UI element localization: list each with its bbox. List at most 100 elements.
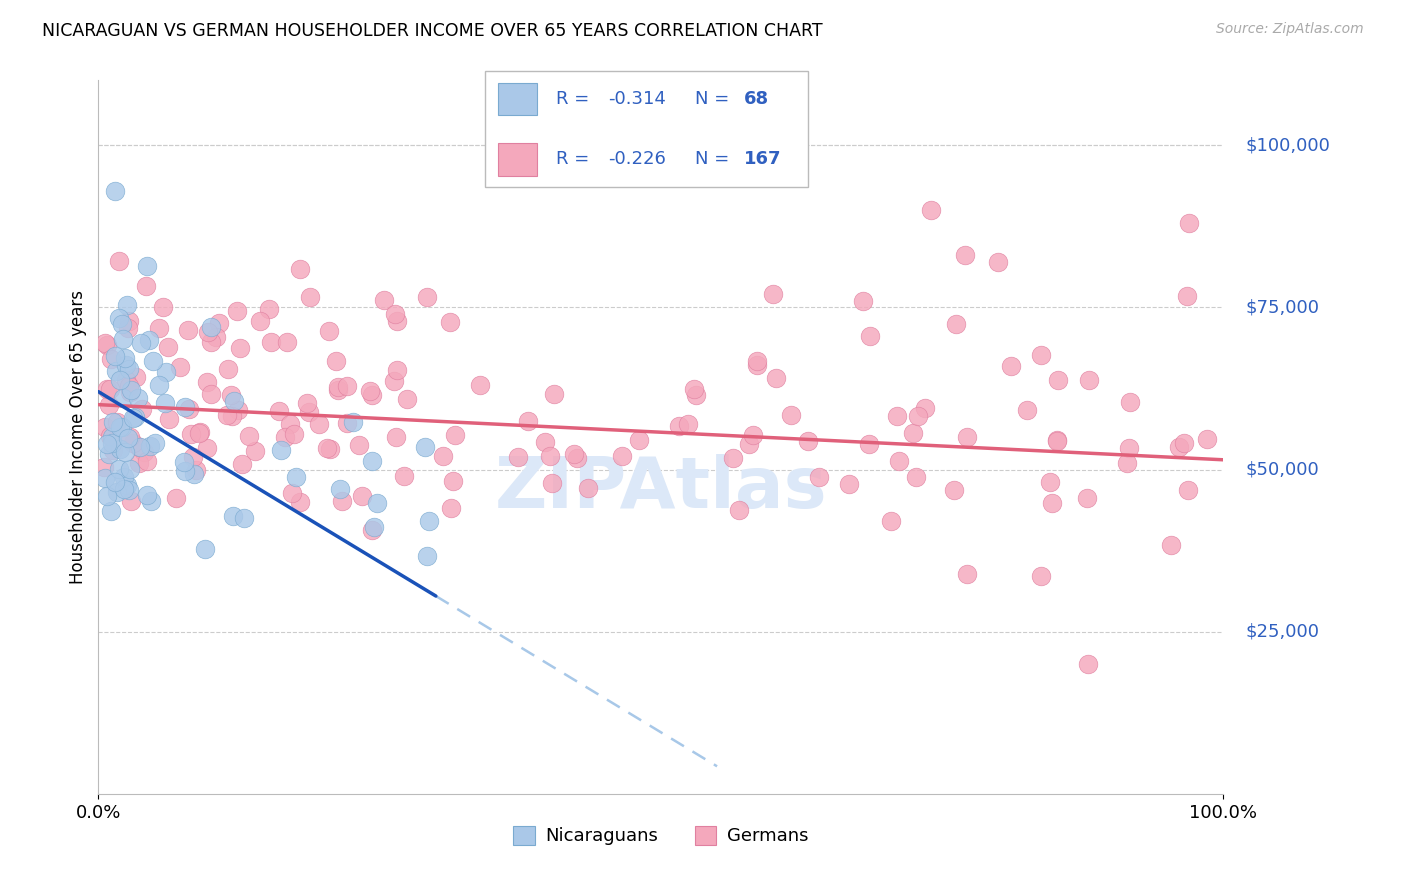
Point [226,303,249,318]
Point [283,427,305,442]
Point [284,469,307,483]
Point [1029,569,1052,583]
Point [373,293,395,307]
Point [148,378,170,392]
Point [747,353,769,368]
Point [274,430,297,444]
Point [780,409,803,423]
Text: $75,000: $75,000 [1246,298,1320,317]
Point [1160,538,1182,552]
Point [177,402,200,417]
Point [101,436,124,450]
Point [222,509,245,524]
Point [108,253,131,268]
Point [517,414,540,428]
Point [668,419,690,434]
Point [1168,440,1191,454]
Point [1076,491,1098,506]
Point [157,340,180,354]
Point [114,445,136,459]
Point [297,396,319,410]
Point [396,392,419,406]
Point [98,398,121,412]
Point [183,450,205,465]
Text: $100,000: $100,000 [1246,136,1330,154]
Point [1047,373,1070,387]
Point [205,330,228,344]
Point [108,442,131,456]
Point [742,428,765,442]
Point [96,437,118,451]
Text: N =: N = [695,151,730,169]
Point [217,362,239,376]
Point [886,409,908,423]
Point [838,476,860,491]
Point [118,314,141,328]
Point [125,369,148,384]
Point [174,464,197,478]
Point [627,433,650,447]
Point [200,319,222,334]
Point [416,549,439,563]
Point [118,362,141,376]
Text: $50,000: $50,000 [1246,460,1319,478]
Point [94,336,117,351]
Text: R =: R = [557,90,589,108]
Point [1039,475,1062,489]
Point [122,436,145,450]
Point [100,503,122,517]
Point [132,445,155,459]
Point [174,400,197,414]
Point [173,455,195,469]
Point [94,420,117,434]
Point [180,427,202,442]
Point [165,491,187,506]
Point [100,382,122,396]
Point [138,439,160,453]
Point [444,428,467,442]
Point [352,490,374,504]
Point [243,444,266,458]
Point [200,386,222,401]
Point [385,314,408,328]
Point [987,255,1010,269]
Point [1119,395,1142,409]
Point [115,358,138,372]
Point [889,454,911,468]
Y-axis label: Householder Income Over 65 years: Householder Income Over 65 years [69,290,87,584]
Point [136,454,159,468]
Point [1177,483,1199,498]
Point [1029,348,1052,362]
Point [115,373,138,387]
Point [682,382,704,396]
Point [276,334,298,349]
Point [155,396,177,410]
Point [117,298,139,312]
Point [1046,434,1069,449]
Point [208,317,231,331]
Point [360,454,382,468]
Point [538,449,561,463]
Point [155,365,177,379]
Point [249,314,271,328]
Point [131,335,153,350]
Point [907,409,929,424]
Point [298,404,321,418]
Point [326,380,349,394]
Point [903,425,925,440]
Text: Source: ZipAtlas.com: Source: ZipAtlas.com [1216,22,1364,37]
Point [1046,433,1069,447]
Point [118,384,141,399]
Point [229,341,252,355]
Point [418,514,440,528]
Point [394,469,416,483]
Point [1178,216,1201,230]
Point [101,430,124,444]
Point [852,293,875,308]
Point [136,488,159,502]
Point [221,409,243,423]
Point [384,307,406,321]
Point [260,335,283,350]
Point [104,349,127,363]
Point [108,420,131,434]
